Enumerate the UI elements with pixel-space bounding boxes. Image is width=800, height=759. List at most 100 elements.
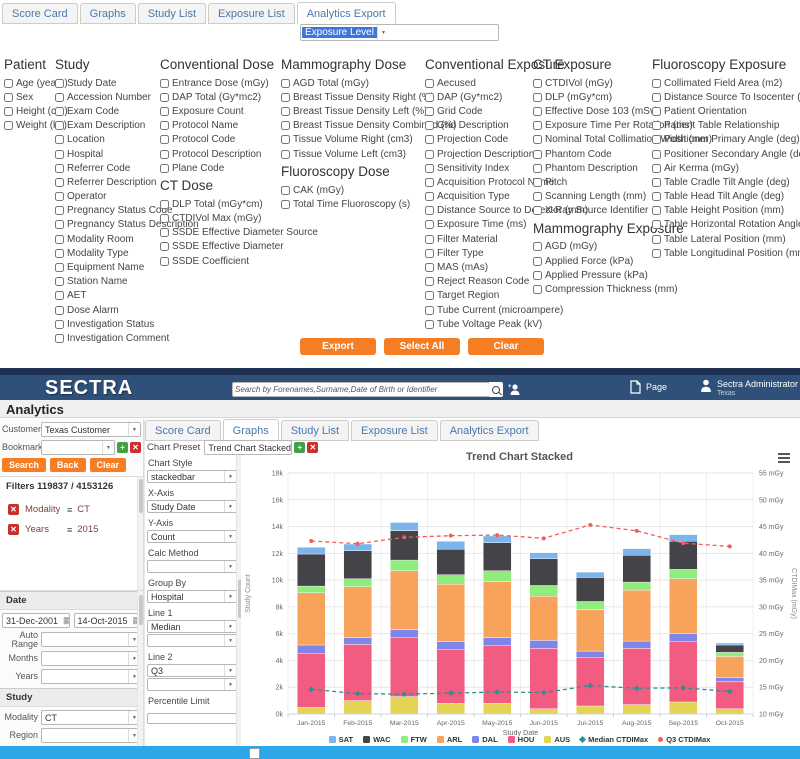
- setting-line-1-secondary-select[interactable]: ▼: [147, 634, 237, 647]
- checkbox[interactable]: [533, 78, 542, 88]
- checkbox[interactable]: [160, 149, 169, 159]
- setting-group-by-select[interactable]: Hospital ▼: [147, 590, 237, 603]
- search-button[interactable]: Search: [2, 458, 47, 472]
- checkbox[interactable]: [160, 106, 169, 116]
- date-years-select[interactable]: ▼: [41, 669, 141, 684]
- calendar-icon[interactable]: ▦: [63, 615, 68, 626]
- checkbox[interactable]: [425, 177, 434, 187]
- checkbox[interactable]: [425, 248, 434, 258]
- checkbox[interactable]: [533, 106, 542, 116]
- checkbox[interactable]: [55, 163, 64, 173]
- checkbox[interactable]: [425, 234, 434, 244]
- checkbox[interactable]: [652, 163, 661, 173]
- select-all-button[interactable]: Select All: [384, 338, 460, 355]
- checkbox[interactable]: [425, 192, 434, 202]
- checkbox[interactable]: [55, 333, 64, 343]
- checkbox[interactable]: [55, 234, 64, 244]
- checkbox[interactable]: [160, 256, 169, 266]
- checkbox[interactable]: [533, 270, 542, 280]
- checkbox[interactable]: [652, 234, 661, 244]
- legend-item-dal[interactable]: DAL: [472, 735, 498, 744]
- checkbox[interactable]: [55, 220, 64, 230]
- checkbox[interactable]: [425, 78, 434, 88]
- setting-line-2-secondary-select[interactable]: ▼: [147, 678, 237, 691]
- date-from-input[interactable]: 31-Dec-2001 ▦: [2, 613, 70, 628]
- setting-x-axis-select[interactable]: Study Date ▼: [147, 500, 237, 513]
- checkbox[interactable]: [533, 177, 542, 187]
- bottom-checkbox[interactable]: [249, 748, 260, 759]
- checkbox[interactable]: [55, 206, 64, 216]
- legend-item-wac[interactable]: WAC: [363, 735, 391, 744]
- remove-bookmark-button[interactable]: ✕: [130, 442, 141, 453]
- checkbox[interactable]: [281, 106, 290, 116]
- checkbox[interactable]: [425, 305, 434, 315]
- sidebar-scrollbar[interactable]: [137, 591, 143, 759]
- checkbox[interactable]: [160, 242, 169, 252]
- tab-graphs[interactable]: Graphs: [79, 3, 136, 24]
- tab-analytics-export[interactable]: Analytics Export: [439, 420, 539, 441]
- legend-item-median-ctdimax[interactable]: Median CTDIMax: [579, 735, 648, 744]
- checkbox[interactable]: [55, 92, 64, 102]
- add-bookmark-button[interactable]: +: [117, 442, 128, 453]
- add-person-icon[interactable]: +: [507, 383, 521, 401]
- checkbox[interactable]: [55, 305, 64, 315]
- tab-study-list[interactable]: Study List: [280, 420, 350, 441]
- export-button[interactable]: Export: [300, 338, 376, 355]
- patient-search-input[interactable]: [232, 382, 490, 397]
- legend-item-aus[interactable]: AUS: [544, 735, 570, 744]
- legend-item-ftw[interactable]: FTW: [400, 735, 427, 744]
- setting-calc-method-select[interactable]: ▼: [147, 560, 237, 573]
- checkbox[interactable]: [160, 163, 169, 173]
- checkbox[interactable]: [281, 199, 290, 209]
- checkbox[interactable]: [652, 78, 661, 88]
- checkbox[interactable]: [55, 277, 64, 287]
- chart-preset-select[interactable]: Trend Chart Stacked ▼: [204, 440, 293, 455]
- checkbox[interactable]: [160, 228, 169, 238]
- calendar-icon[interactable]: ▦: [133, 615, 140, 626]
- checkbox[interactable]: [652, 92, 661, 102]
- checkbox[interactable]: [55, 121, 64, 131]
- checkbox[interactable]: [160, 121, 169, 131]
- checkbox[interactable]: [533, 163, 542, 173]
- checkbox[interactable]: [533, 256, 542, 266]
- checkbox[interactable]: [281, 185, 290, 195]
- checkbox[interactable]: [652, 149, 661, 159]
- checkbox[interactable]: [160, 214, 169, 224]
- checkbox[interactable]: [55, 106, 64, 116]
- delete-preset-button[interactable]: ✕: [307, 442, 319, 453]
- user-menu-item[interactable]: Sectra Administrator Texas: [700, 379, 798, 397]
- filters-scrollbar[interactable]: [137, 477, 143, 590]
- chart-menu-icon[interactable]: [778, 453, 790, 465]
- checkbox[interactable]: [533, 121, 542, 131]
- legend-item-hou[interactable]: HOU: [507, 735, 534, 744]
- clear-button[interactable]: Clear: [468, 338, 544, 355]
- checkbox[interactable]: [425, 92, 434, 102]
- save-preset-button[interactable]: +: [294, 442, 306, 453]
- tab-score-card[interactable]: Score Card: [2, 3, 78, 24]
- legend-item-q3-ctdimax[interactable]: Q3 CTDIMax: [658, 735, 710, 744]
- checkbox[interactable]: [652, 248, 661, 258]
- legend-item-sat[interactable]: SAT: [328, 735, 353, 744]
- checkbox[interactable]: [281, 135, 290, 145]
- study-modality-select[interactable]: CT ▼: [41, 710, 141, 725]
- remove-filter-icon[interactable]: ✕: [8, 504, 19, 515]
- setting-chart-style-select[interactable]: stackedbar ▼: [147, 470, 237, 483]
- checkbox[interactable]: [425, 135, 434, 145]
- checkbox[interactable]: [55, 177, 64, 187]
- checkbox[interactable]: [533, 206, 542, 216]
- study-region-select[interactable]: ▼: [41, 728, 141, 743]
- checkbox[interactable]: [4, 78, 13, 88]
- checkbox[interactable]: [533, 285, 542, 295]
- checkbox[interactable]: [4, 121, 13, 131]
- tab-study-list[interactable]: Study List: [137, 3, 207, 24]
- checkbox[interactable]: [4, 92, 13, 102]
- tab-exposure-list[interactable]: Exposure List: [208, 3, 295, 24]
- checkbox[interactable]: [652, 206, 661, 216]
- checkbox[interactable]: [425, 263, 434, 273]
- checkbox[interactable]: [160, 135, 169, 145]
- setting-line-2-select[interactable]: Q3 ▼: [147, 664, 237, 677]
- customer-select[interactable]: Texas Customer ▼: [41, 422, 141, 437]
- date-to-input[interactable]: 14-Oct-2015 ▦: [73, 613, 141, 628]
- date-months-select[interactable]: ▼: [41, 651, 141, 666]
- checkbox[interactable]: [55, 263, 64, 273]
